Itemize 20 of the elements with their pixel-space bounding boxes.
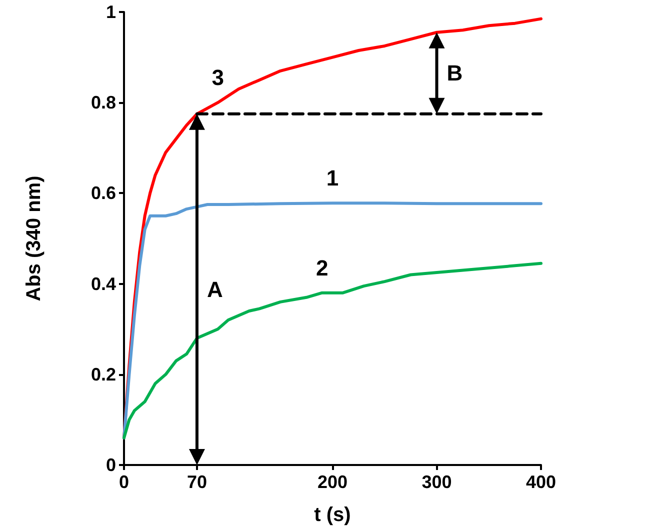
y-tick-label: 0.4 [90,274,116,294]
x-axis-title: t (s) [314,504,351,526]
y-tick-label: 1 [106,2,116,22]
y-tick-label: 0.2 [90,364,116,384]
annotation: A [206,276,223,302]
y-axis-title: Abs (340 nm) [23,176,45,302]
line-series [122,262,542,440]
x-tick-label: 200 [317,472,348,492]
y-tick-label: 0 [106,455,116,475]
x-tick-label: 400 [526,472,556,492]
series-label: 3 [212,65,224,90]
x-tick-label: 70 [186,472,207,492]
series-label: 1 [326,166,339,191]
y-tick-label: 0.8 [90,92,116,113]
series-label: 2 [316,255,328,280]
x-tick-label: 300 [422,472,452,492]
line-series [122,202,542,440]
y-tick-label: 0.6 [90,183,116,204]
annotation: B [446,60,463,86]
x-tick-label: 0 [118,472,130,492]
